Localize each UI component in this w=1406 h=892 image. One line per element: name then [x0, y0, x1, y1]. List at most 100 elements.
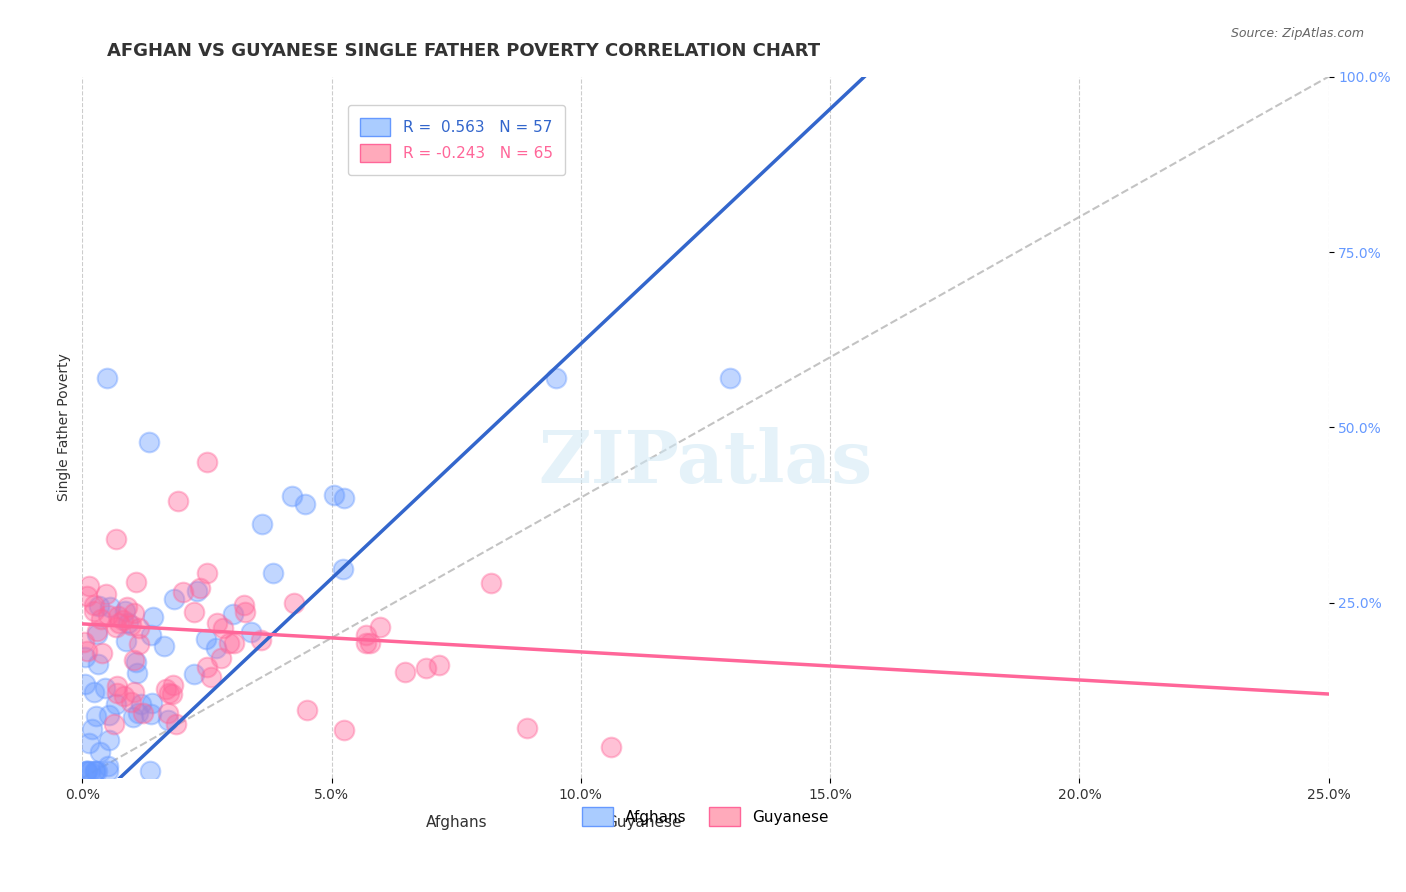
Point: [128, 637, 150, 651]
Point: [122, 652, 145, 666]
Point: [87, 599, 110, 613]
Point: [232, 598, 254, 612]
Point: [157, 685, 180, 699]
Point: [77, 579, 100, 593]
Point: [90, 612, 112, 626]
Point: [222, 635, 245, 649]
Point: [105, 532, 128, 546]
Point: [516, 721, 538, 735]
Point: [105, 620, 128, 634]
Point: [194, 632, 217, 647]
Point: [157, 713, 180, 727]
Point: [76, 764, 98, 779]
Point: [83, 604, 105, 618]
Point: [142, 609, 165, 624]
Point: [156, 706, 179, 720]
Point: [415, 661, 437, 675]
Y-axis label: Single Father Poverty: Single Father Poverty: [58, 353, 72, 501]
Point: [294, 497, 316, 511]
Point: [105, 679, 128, 693]
Point: [333, 723, 356, 738]
Point: [165, 716, 187, 731]
Point: [222, 607, 245, 621]
Point: [73, 649, 96, 664]
Point: [544, 371, 567, 385]
Point: [84, 708, 107, 723]
Text: Afghans: Afghans: [426, 815, 486, 830]
Point: [84, 764, 107, 779]
Point: [155, 681, 177, 696]
Point: [212, 621, 235, 635]
Point: [295, 703, 318, 717]
Point: [76, 589, 98, 603]
Point: [281, 489, 304, 503]
Point: [114, 604, 136, 618]
Point: [394, 665, 416, 679]
Point: [122, 710, 145, 724]
Text: AFGHAN VS GUYANESE SINGLE FATHER POVERTY CORRELATION CHART: AFGHAN VS GUYANESE SINGLE FATHER POVERTY…: [107, 42, 820, 60]
Point: [160, 687, 183, 701]
Point: [105, 697, 128, 711]
Point: [141, 696, 163, 710]
Point: [117, 616, 139, 631]
Point: [332, 562, 354, 576]
Point: [125, 655, 148, 669]
Point: [139, 764, 162, 779]
Point: [86, 657, 108, 671]
Text: ZIPatlas: ZIPatlas: [538, 427, 873, 498]
Point: [124, 685, 146, 699]
Point: [98, 599, 121, 614]
Point: [79, 764, 101, 779]
Point: [188, 582, 211, 596]
Point: [354, 628, 377, 642]
Text: Source: ZipAtlas.com: Source: ZipAtlas.com: [1230, 27, 1364, 40]
Point: [75, 764, 97, 779]
Point: [115, 600, 138, 615]
Point: [131, 697, 153, 711]
Point: [76, 643, 98, 657]
Point: [195, 566, 218, 580]
Point: [139, 706, 162, 721]
Point: [96, 371, 118, 385]
Point: [98, 733, 121, 747]
Point: [107, 609, 129, 624]
Point: [103, 717, 125, 731]
Point: [98, 708, 121, 723]
Point: [323, 487, 346, 501]
Point: [97, 607, 120, 622]
Point: [77, 736, 100, 750]
Point: [127, 665, 149, 680]
Point: [250, 516, 273, 531]
Point: [600, 740, 623, 755]
Point: [138, 435, 160, 450]
Point: [90, 647, 112, 661]
Point: [80, 722, 103, 736]
Point: [86, 764, 108, 779]
Point: [120, 617, 142, 632]
Point: [127, 706, 149, 720]
Point: [239, 624, 262, 639]
Point: [186, 583, 208, 598]
Point: [368, 620, 391, 634]
Point: [89, 745, 111, 759]
Legend: Afghans, Guyanese: Afghans, Guyanese: [575, 800, 837, 834]
Point: [114, 633, 136, 648]
Point: [205, 641, 228, 656]
Point: [218, 636, 240, 650]
Point: [125, 575, 148, 590]
Point: [86, 627, 108, 641]
Point: [195, 455, 218, 469]
Point: [108, 615, 131, 630]
Point: [283, 596, 305, 610]
Point: [250, 632, 273, 647]
Point: [333, 491, 356, 506]
Point: [73, 677, 96, 691]
Point: [122, 606, 145, 620]
Point: [183, 605, 205, 619]
Point: [163, 592, 186, 607]
Point: [427, 658, 450, 673]
Point: [183, 666, 205, 681]
Point: [96, 587, 118, 601]
Point: [167, 493, 190, 508]
Point: [209, 651, 232, 665]
